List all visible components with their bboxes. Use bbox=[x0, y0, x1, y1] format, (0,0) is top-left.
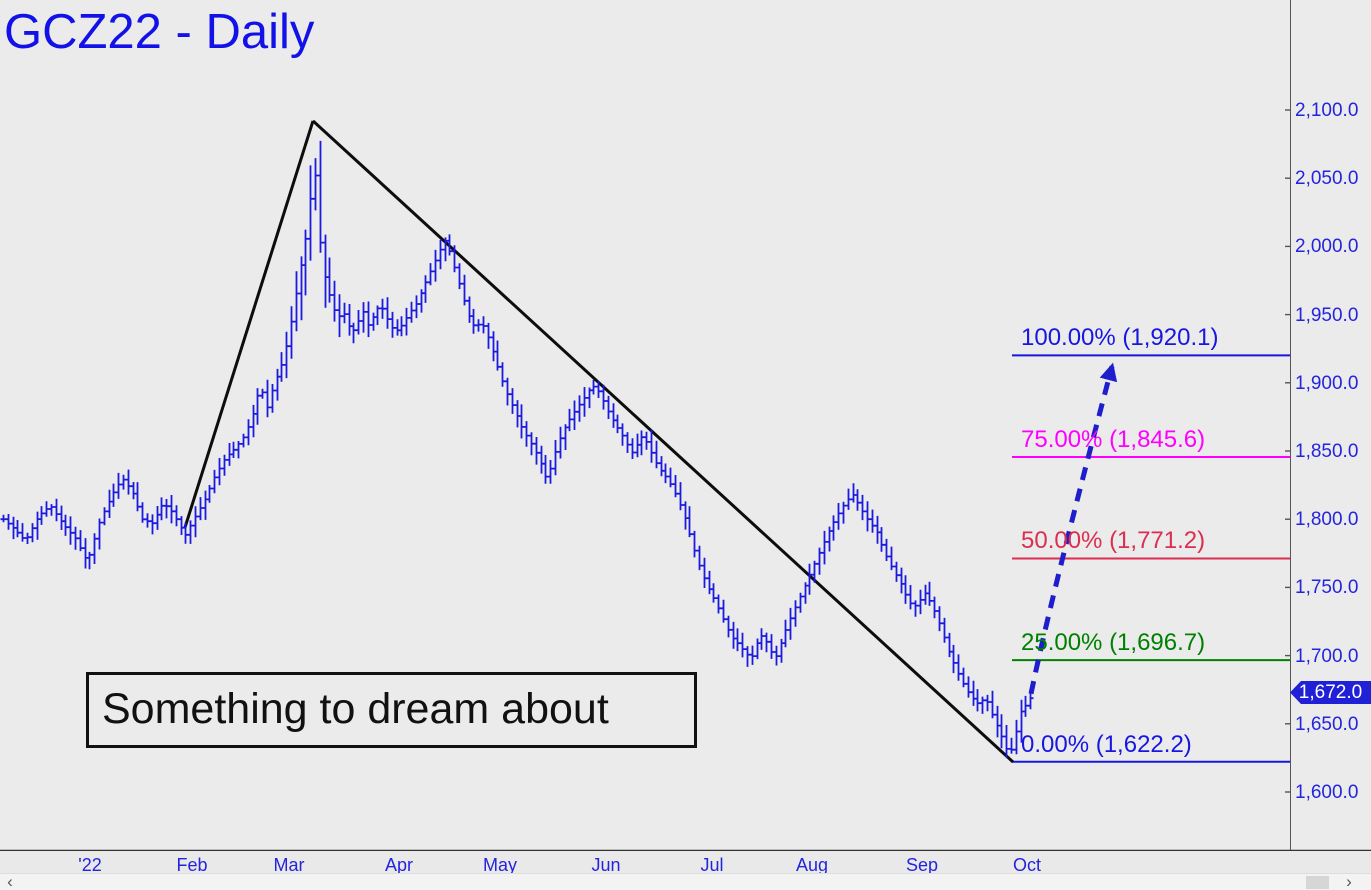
fibonacci-lines bbox=[1012, 354, 1290, 763]
y-tick-label: 1,850.0 bbox=[1295, 441, 1359, 462]
x-month-label: Jul bbox=[700, 855, 724, 875]
y-tick-label: 1,700.0 bbox=[1295, 645, 1359, 667]
x-month-label: Aug bbox=[795, 855, 829, 875]
x-month-label: Sep bbox=[905, 855, 939, 875]
y-tick-label: 1,750.0 bbox=[1295, 577, 1359, 599]
x-month-label: May bbox=[482, 855, 518, 875]
scroll-thumb[interactable] bbox=[1306, 876, 1329, 889]
y-tick-label: 1,800.0 bbox=[1295, 509, 1359, 531]
fib-label-75pct: 75.00% (1,845.6) bbox=[1021, 426, 1206, 453]
fib-label-100pct: 100.00% (1,920.1) bbox=[1021, 324, 1219, 352]
trendlines bbox=[183, 119, 1015, 764]
y-tick-label: 2,000.0 bbox=[1295, 236, 1359, 258]
x-month-label: Oct bbox=[1012, 855, 1042, 875]
fib-label-50pct: 50.00% (1,771.2) bbox=[1021, 527, 1206, 555]
projection-arrow bbox=[1028, 362, 1118, 695]
x-month-label: Feb bbox=[176, 855, 208, 875]
x-month-label: Jun bbox=[591, 855, 621, 875]
y-tick-label: 1,900.0 bbox=[1295, 372, 1359, 394]
y-tick-label: 1,950.0 bbox=[1295, 304, 1359, 326]
y-tick-label: 1,600.0 bbox=[1295, 782, 1359, 803]
fib-label-25pct: 25.00% (1,696.7) bbox=[1021, 629, 1206, 657]
x-month-label: '22 bbox=[78, 855, 102, 875]
last-price-badge: 1,672.0 bbox=[1290, 681, 1371, 704]
scroll-left-arrow[interactable]: ‹ bbox=[7, 872, 13, 890]
y-tick-label: 2,100.0 bbox=[1295, 100, 1359, 121]
scroll-right-arrow[interactable]: › bbox=[1346, 872, 1352, 890]
y-tick-label: 1,650.0 bbox=[1295, 713, 1359, 735]
x-month-label: Apr bbox=[384, 855, 414, 875]
x-month-label: Mar bbox=[273, 855, 305, 875]
x-axis-strip bbox=[0, 851, 1371, 873]
y-tick-label: 2,050.0 bbox=[1295, 168, 1359, 190]
fib-label-0pct: 0.00% (1,622.2) bbox=[1021, 730, 1192, 758]
chart-title: GCZ22 - Daily bbox=[4, 5, 315, 59]
price-bars bbox=[0, 140, 1034, 758]
horizontal-scrollbar[interactable]: ‹ › bbox=[0, 873, 1371, 890]
annotation-text-box[interactable]: Something to dream about bbox=[86, 672, 697, 748]
